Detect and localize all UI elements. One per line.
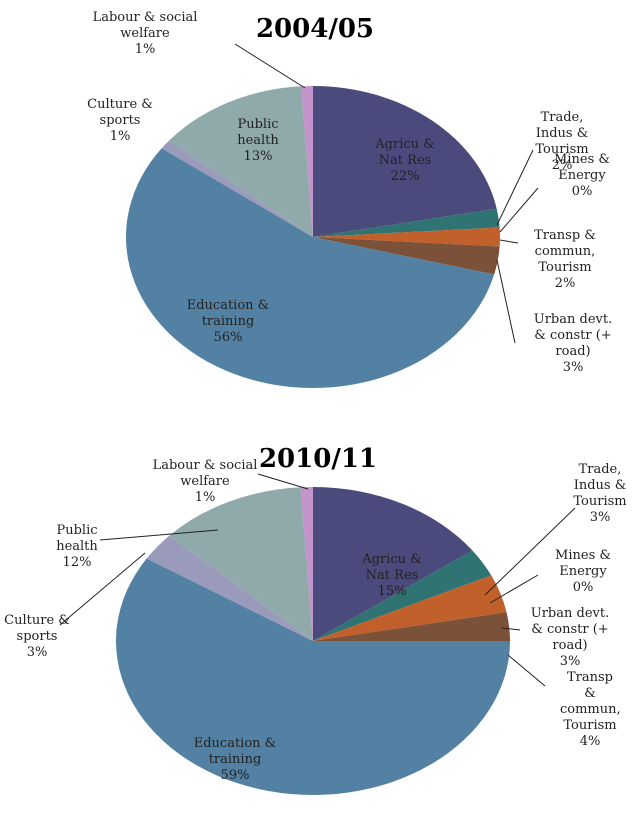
pie-slice bbox=[313, 237, 500, 275]
pie-slice bbox=[115, 558, 510, 796]
chart-title: 2004/05 bbox=[255, 14, 375, 44]
pie-slice bbox=[301, 86, 313, 237]
value-label: 3% bbox=[562, 360, 584, 375]
value-label: 59% bbox=[220, 768, 250, 783]
slice-label: Mines & Energy 0% bbox=[547, 152, 617, 200]
leader-line bbox=[496, 149, 534, 226]
value-label: 3% bbox=[26, 645, 48, 660]
value-label: 2% bbox=[554, 276, 576, 291]
slice-label: Education & training 56% bbox=[178, 298, 278, 346]
pie-slice bbox=[161, 140, 313, 237]
pie-slice bbox=[313, 227, 501, 247]
leader-lines bbox=[59, 43, 576, 687]
value-label: 15% bbox=[377, 584, 407, 599]
slice-label: Public health 12% bbox=[47, 523, 107, 571]
leader-line bbox=[234, 43, 306, 89]
pie-slice bbox=[146, 535, 313, 641]
slice-label: Public health 13% bbox=[223, 117, 293, 165]
leader-line bbox=[59, 552, 146, 626]
slice-label: Agricu & Nat Res 15% bbox=[352, 552, 432, 600]
value-label: 3% bbox=[589, 510, 611, 525]
pie-slice bbox=[300, 487, 313, 641]
leader-line bbox=[257, 473, 309, 490]
leader-line bbox=[501, 627, 521, 631]
slice-label: Urban devt. & constr (+ road) 3% bbox=[528, 312, 618, 376]
value-label: 2% bbox=[551, 158, 573, 173]
slice-label: Trade, Indus & Tourism 3% bbox=[570, 462, 630, 526]
leader-line bbox=[496, 259, 516, 344]
pie-slice bbox=[313, 208, 500, 237]
value-label: 56% bbox=[213, 330, 243, 345]
pie-slice bbox=[169, 487, 313, 641]
chart-title: 2010/11 bbox=[258, 444, 378, 474]
leader-line bbox=[484, 507, 576, 596]
slice-label: Mines & Energy 0% bbox=[553, 548, 613, 596]
slice-label: Urban devt. & constr (+ road) 3% bbox=[525, 606, 615, 670]
value-label: 0% bbox=[572, 580, 594, 595]
value-label: 22% bbox=[390, 169, 420, 184]
pie-slice bbox=[313, 487, 473, 641]
leader-line bbox=[489, 574, 539, 604]
leader-line bbox=[499, 187, 539, 233]
slice-label: Education & training 59% bbox=[185, 736, 285, 784]
leader-line bbox=[499, 239, 519, 244]
value-label: 4% bbox=[579, 734, 601, 749]
value-label: 13% bbox=[243, 149, 273, 164]
pie-slice bbox=[313, 86, 497, 237]
value-label: 12% bbox=[62, 555, 92, 570]
pie-slice bbox=[313, 550, 492, 641]
pie-slice bbox=[313, 612, 510, 641]
slice-label: Trade, Indus & Tourism 2% bbox=[522, 110, 602, 174]
value-label: 3% bbox=[559, 654, 581, 669]
pie-slice bbox=[168, 86, 313, 237]
slice-label: Labour & social welfare 1% bbox=[80, 10, 210, 58]
slice-label: Culture & sports 3% bbox=[2, 613, 72, 661]
leader-line bbox=[507, 654, 546, 687]
value-label: 0% bbox=[571, 184, 593, 199]
pie-slice bbox=[313, 575, 507, 641]
slice-label: Transp & commun, Tourism 4% bbox=[560, 670, 621, 749]
slice-label: Transp & commun, Tourism 2% bbox=[525, 228, 605, 292]
value-label: 1% bbox=[194, 490, 216, 505]
slice-label: Labour & social welfare 1% bbox=[140, 458, 270, 506]
value-label: 1% bbox=[134, 42, 156, 57]
slice-label: Agricu & Nat Res 22% bbox=[365, 137, 445, 185]
leader-line bbox=[99, 529, 219, 541]
slice-label: Culture & sports 1% bbox=[80, 97, 160, 145]
pie-slice bbox=[126, 148, 495, 389]
value-label: 1% bbox=[109, 129, 131, 144]
